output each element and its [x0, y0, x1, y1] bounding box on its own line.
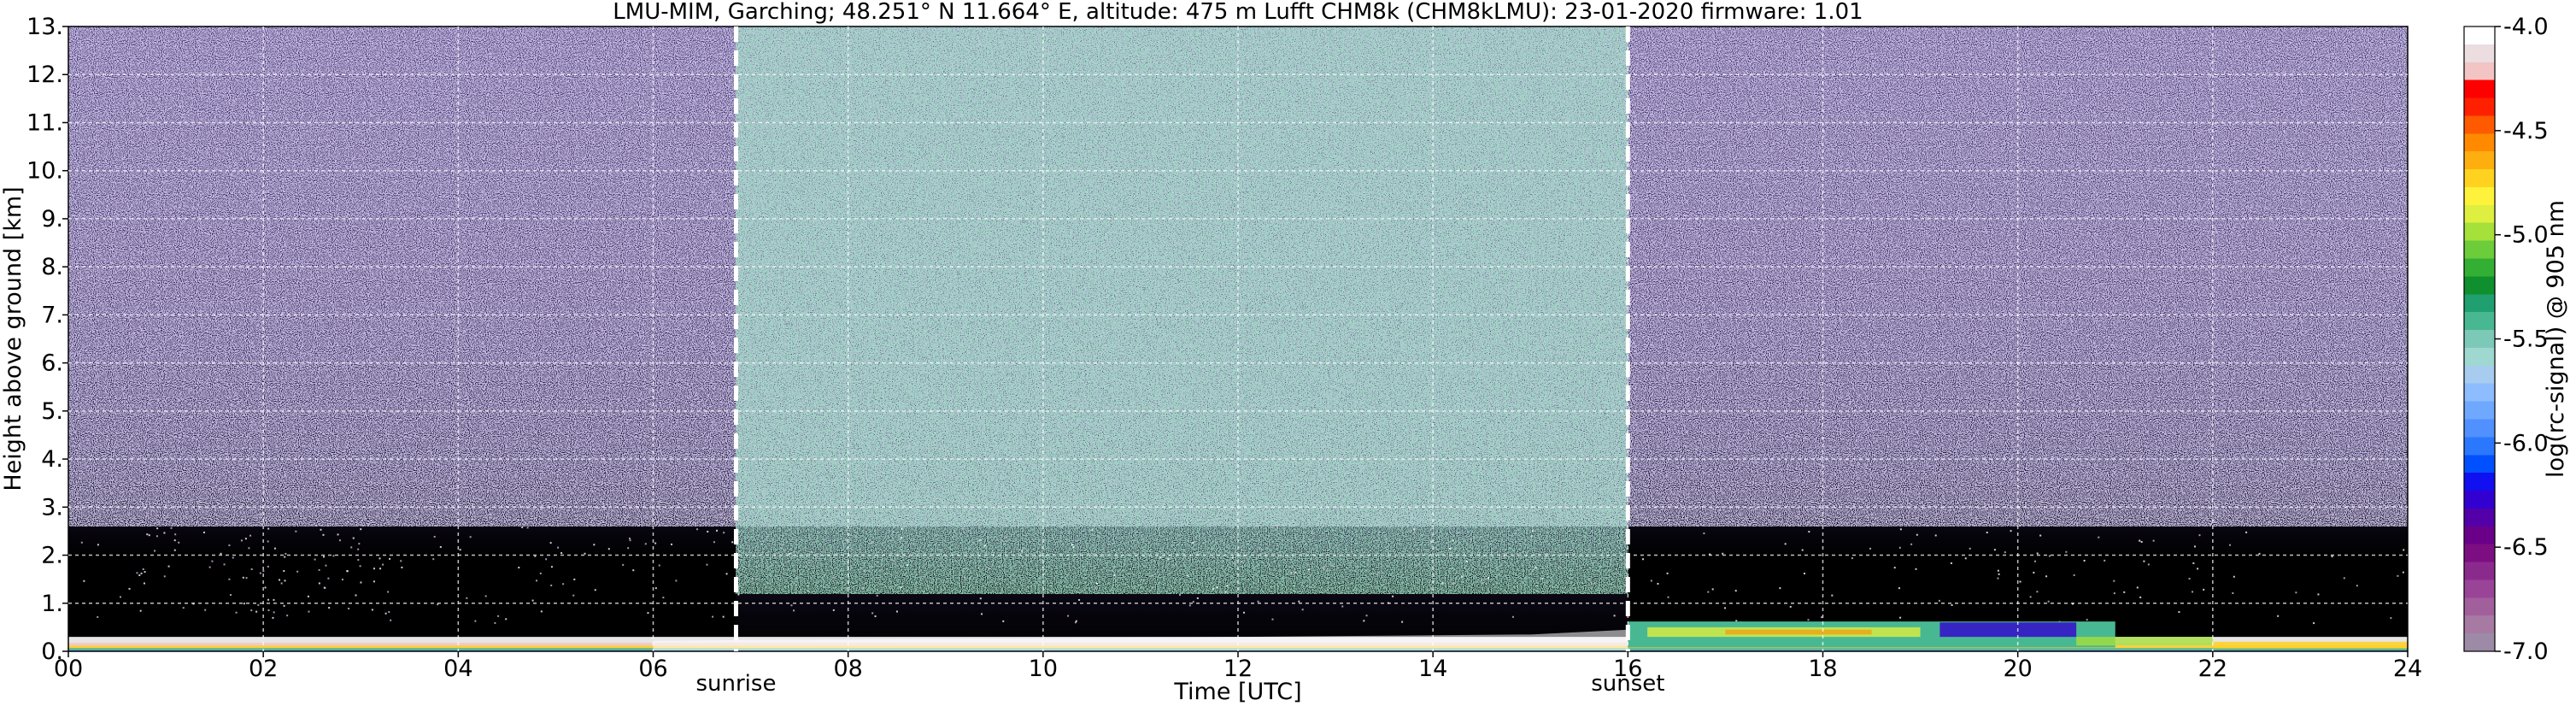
x-tick-label: 14 [1418, 656, 1447, 682]
y-tick-label: 1. [41, 591, 63, 617]
colorbar-label: log(rc-signal) @ 905 nm [2543, 200, 2569, 478]
colorbar-tick-label: -7.0 [2503, 638, 2549, 665]
x-tick-label: 06 [638, 656, 667, 682]
x-tick-label: 12 [1223, 656, 1253, 682]
y-axis-label: Height above ground [km] [0, 186, 26, 491]
sunrise-label: sunrise [695, 671, 776, 697]
x-tick-label: 20 [2003, 656, 2032, 682]
colorbar-tick-label: -5.0 [2503, 222, 2549, 249]
x-tick-label: 24 [2393, 656, 2422, 682]
x-tick-label: 22 [2198, 656, 2227, 682]
axes: 00 02 04 06 08 10 12 14 16 18 20 22 24 0. 1. 2. 3. 4. 5. 6.… [26, 14, 2422, 682]
x-tick-label: 04 [443, 656, 472, 682]
sun-markers: sunrise sunset [695, 26, 1664, 697]
y-tick-label: 12. [26, 62, 63, 88]
y-tick-label: 6. [41, 350, 63, 377]
colorbar-tick-label: -5.5 [2503, 327, 2549, 353]
y-tick-label: 4. [41, 446, 63, 473]
aerosol-layer [1628, 621, 2408, 649]
colorbar-tick-label: -4.0 [2503, 14, 2549, 40]
grid [68, 26, 2408, 651]
daytime-noise [736, 26, 1628, 594]
heatmap-area [68, 26, 2408, 651]
colorbar-tick-label: -6.5 [2503, 534, 2549, 561]
y-tick-label: 10. [26, 158, 63, 185]
x-tick-label: 08 [833, 656, 862, 682]
colorbar-tick-label: -6.0 [2503, 430, 2549, 456]
y-tick-label: 11. [26, 109, 63, 136]
x-tick-label: 18 [1808, 656, 1837, 682]
x-tick-label: 10 [1029, 656, 1058, 682]
boundary-layer-ramp [653, 629, 1628, 651]
y-tick-label: 2. [41, 543, 63, 569]
y-tick-label: 7. [41, 302, 63, 328]
x-tick-label: 16 [1613, 656, 1642, 682]
y-tick-label: 13. [26, 14, 63, 40]
y-tick-label: 5. [41, 398, 63, 425]
x-tick-label: 02 [249, 656, 278, 682]
y-tick-label: 0. [41, 638, 63, 665]
x-axis-label: Time [UTC] [1173, 679, 1301, 705]
sunset-label: sunset [1591, 671, 1664, 697]
colorbar: -4.0 -4.5 -5.0 -5.5 -6.0 -6.5 -7.0 [2463, 14, 2549, 665]
colorbar-tick-label: -4.5 [2503, 118, 2549, 144]
y-tick-label: 9. [41, 206, 63, 232]
y-tick-label: 3. [41, 494, 63, 521]
colorbar-scale [2463, 26, 2496, 652]
chart-title: LMU-MIM, Garching; 48.251° N 11.664° E, … [613, 0, 1863, 25]
y-tick-label: 8. [41, 254, 63, 280]
x-tick-label: 00 [54, 656, 83, 682]
